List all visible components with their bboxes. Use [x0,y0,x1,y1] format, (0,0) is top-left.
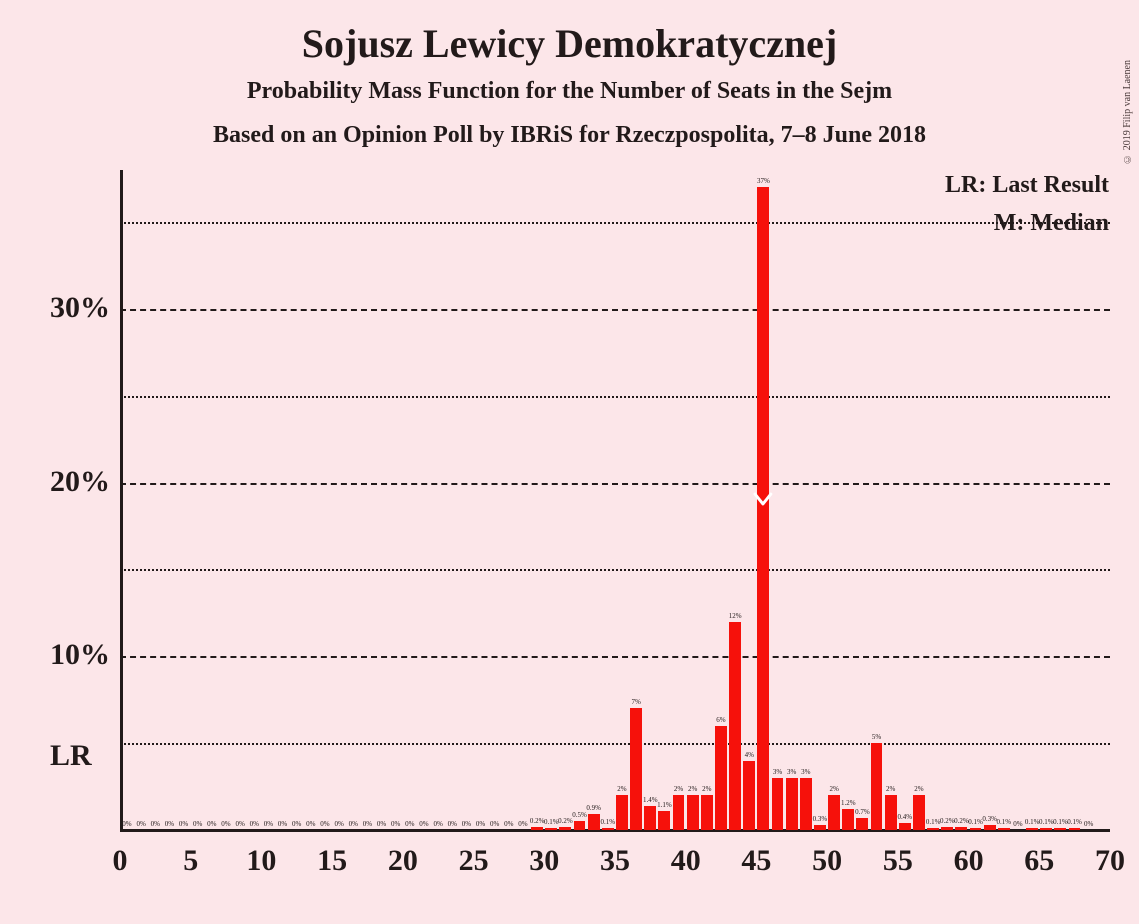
bar [644,806,656,830]
bar-value-label: 1.2% [836,799,860,807]
bar-value-label: 12% [723,612,747,620]
bar [927,828,939,830]
bar [814,825,826,830]
bar [559,827,571,830]
bar [941,827,953,830]
bar [574,821,586,830]
bar [545,828,557,830]
x-tick-label: 40 [656,844,716,878]
bar [673,795,685,830]
bar [786,778,798,830]
bar-value-label: 5% [865,733,889,741]
gridline-major [120,309,1110,311]
bar [1026,828,1038,830]
bar [955,827,967,830]
x-tick-label: 55 [868,844,928,878]
plot-area: 0%0%0%0%0%0%0%0%0%0%0%0%0%0%0%0%0%0%0%0%… [120,170,1110,830]
bar [743,761,755,830]
gridline-major [120,483,1110,485]
bar [658,811,670,830]
bar [757,187,769,830]
y-tick-label: 10% [20,638,110,672]
bar [630,708,642,830]
bar-value-label: 2% [879,785,903,793]
bar [616,795,628,830]
x-tick-label: 30 [514,844,574,878]
bar [899,823,911,830]
bar [715,726,727,830]
bar [856,818,868,830]
chart-title: Sojusz Lewicy Demokratycznej [0,20,1139,67]
bar [729,622,741,830]
bar [772,778,784,830]
bar [1054,828,1066,830]
gridline-minor [120,743,1110,745]
x-tick-label: 65 [1009,844,1069,878]
x-tick-label: 50 [797,844,857,878]
gridline-major [120,656,1110,658]
bar [687,795,699,830]
chart-subtitle-2: Based on an Opinion Poll by IBRiS for Rz… [0,122,1139,149]
lr-axis-label: LR [50,739,92,773]
x-tick-label: 60 [939,844,999,878]
y-axis-line [120,170,123,830]
bar-value-label: 0.9% [582,804,606,812]
chart-container: Sojusz Lewicy Demokratycznej Probability… [0,0,1139,924]
x-tick-label: 15 [302,844,362,878]
gridline-minor [120,569,1110,571]
x-tick-label: 70 [1080,844,1139,878]
x-tick-label: 20 [373,844,433,878]
copyright-text: © 2019 Filip van Laenen [1122,60,1133,164]
bar-value-label: 2% [822,785,846,793]
gridline-minor [120,222,1110,224]
gridline-minor [120,396,1110,398]
bar [1040,828,1052,830]
bar-value-label: 37% [751,177,775,185]
bar-value-label: 3% [794,768,818,776]
x-tick-label: 25 [444,844,504,878]
bar [998,828,1010,830]
x-tick-label: 5 [161,844,221,878]
y-tick-label: 20% [20,465,110,499]
bar-value-label: 0% [1077,820,1101,828]
x-tick-label: 0 [90,844,150,878]
bar [1069,828,1081,830]
bar-value-label: 7% [624,698,648,706]
bar [701,795,713,830]
x-tick-label: 10 [231,844,291,878]
bar [970,828,982,830]
chart-subtitle-1: Probability Mass Function for the Number… [0,78,1139,105]
x-tick-label: 45 [726,844,786,878]
bar-value-label: 2% [907,785,931,793]
bar [602,828,614,830]
y-tick-label: 30% [20,291,110,325]
x-tick-label: 35 [585,844,645,878]
bar [531,827,543,830]
